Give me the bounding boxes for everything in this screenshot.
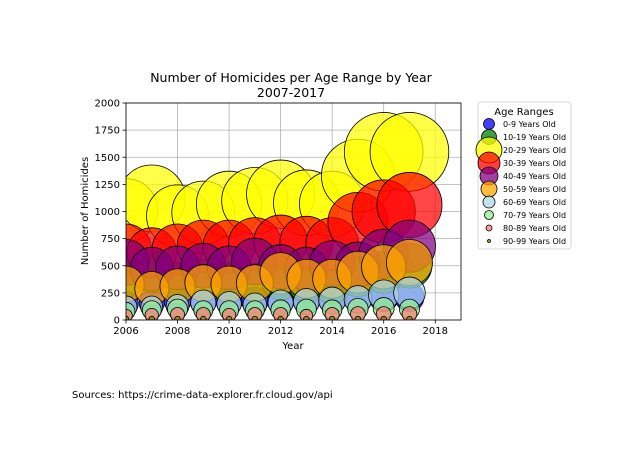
legend-marker (480, 180, 498, 198)
bubble-point (406, 315, 413, 320)
bubble-point (328, 315, 336, 320)
y-tick-label: 250 (101, 288, 120, 299)
y-tick-label: 1000 (95, 207, 120, 218)
legend-label: 50-59 Years Old (503, 185, 566, 194)
bubble-point (126, 315, 130, 320)
y-axis-label: Number of Homicides (80, 157, 91, 265)
bubble-layer (126, 112, 450, 320)
source-note: Sources: https://crime-data-explorer.fr.… (72, 390, 333, 401)
chart-title: Number of Homicides per Age Range by Yea… (150, 70, 432, 85)
y-tick-label: 500 (101, 261, 120, 272)
x-tick-label: 2016 (371, 326, 396, 337)
bubble-point (303, 315, 310, 320)
y-tick-label: 750 (101, 234, 120, 245)
legend-label: 30-39 Years Old (503, 159, 566, 168)
bubble-point (354, 315, 362, 320)
legend-label: 10-19 Years Old (503, 133, 566, 142)
x-tick-label: 2012 (268, 326, 293, 337)
legend: Age Ranges 0-9 Years Old 10-19 Years Old 2… (475, 101, 572, 250)
axis-ticks: 2006 2008 2010 2012 2014 2016 2018 0 250 500 750 10… (95, 99, 448, 338)
x-tick-label: 2018 (423, 326, 448, 337)
legend-label: 40-49 Years Old (503, 172, 566, 181)
chart-subtitle: 2007-2017 (257, 85, 325, 100)
legend-label: 0-9 Years Old (503, 120, 556, 129)
legend-label: 70-79 Years Old (503, 211, 566, 220)
x-tick-label: 2008 (165, 326, 190, 337)
bubble-point (225, 315, 233, 320)
bubble-point (251, 315, 259, 320)
bubble-point (247, 307, 263, 320)
bubble-point (277, 315, 284, 320)
x-axis-label: Year (281, 341, 304, 352)
bubble-point (170, 307, 186, 320)
bubble-point (221, 308, 237, 320)
legend-frame (477, 101, 572, 250)
legend-marker (482, 195, 496, 209)
bubble-point (401, 306, 418, 320)
legend-marker (487, 239, 491, 243)
bubble-point (273, 307, 289, 320)
bubble-point (200, 315, 207, 320)
bubble-point (144, 308, 159, 320)
bubble-point (148, 315, 155, 320)
x-tick-label: 2006 (113, 326, 138, 337)
x-tick-label: 2010 (216, 326, 241, 337)
y-tick-label: 1500 (95, 153, 120, 164)
bubble-point (195, 307, 211, 320)
legend-items: 0-9 Years Old 10-19 Years Old 20-29 Years … (475, 118, 566, 246)
bubble-point (324, 307, 340, 320)
bubble-point (174, 315, 181, 320)
y-tick-label: 1750 (95, 126, 120, 137)
legend-label: 60-69 Years Old (503, 198, 566, 207)
y-tick-label: 1250 (95, 180, 120, 191)
legend-label: 80-89 Years Old (503, 224, 566, 233)
legend-marker (485, 224, 493, 232)
legend-marker (484, 210, 494, 220)
x-tick-label: 2014 (319, 326, 344, 337)
y-tick-label: 2000 (95, 99, 120, 110)
bubble-point (350, 306, 366, 320)
legend-label: 90-99 Years Old (503, 237, 566, 246)
legend-title: Age Ranges (494, 107, 553, 118)
bubble-point (380, 315, 387, 320)
y-tick-label: 0 (114, 316, 120, 327)
legend-label: 20-29 Years Old (503, 146, 566, 155)
legend-marker (483, 118, 495, 130)
bubble-point (299, 308, 314, 320)
bubble-point (375, 306, 392, 320)
